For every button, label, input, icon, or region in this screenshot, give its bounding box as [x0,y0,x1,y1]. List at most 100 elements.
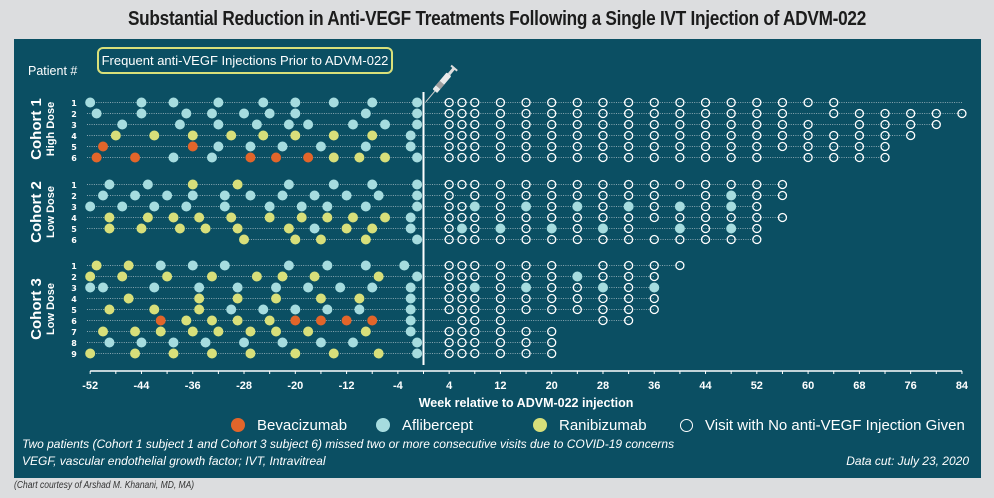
ranibizumab-injection-marker [290,348,301,359]
visit-no-injection-marker [880,108,890,119]
aflibercept-injection-marker [206,108,217,119]
visit-no-injection-marker [572,304,582,315]
visit-no-injection-marker [675,97,685,108]
aflibercept-injection-marker [245,141,256,152]
aflibercept-injection-marker [674,223,685,234]
ranibizumab-injection-marker [200,223,211,234]
patient-number: 5 [71,143,77,152]
visit-no-injection-marker [623,315,634,326]
visit-no-injection-marker [547,212,557,223]
ranibizumab-injection-marker [168,212,179,223]
x-tick-label: -28 [236,380,252,392]
visit-no-injection-marker [495,212,506,223]
aflibercept-injection-marker [412,190,423,201]
visit-no-injection-marker [444,108,454,119]
visit-no-injection-marker [854,141,865,152]
x-tick-label: 12 [494,380,506,392]
visit-no-injection-marker [623,282,634,293]
ranibizumab-injection-marker [104,304,115,315]
visit-no-injection-marker [649,190,659,201]
visit-no-injection-marker [444,234,454,245]
ranibizumab-injection-marker [232,223,243,234]
aflibercept-injection-marker [91,108,102,119]
x-tick-label: -12 [339,380,355,392]
aflibercept-injection-marker [405,141,416,152]
visit-no-injection-marker [777,179,788,190]
visit-no-injection-marker [521,119,531,130]
visit-no-injection-marker [547,152,557,163]
aflibercept-injection-marker [360,260,371,271]
ranibizumab-injection-marker [380,152,391,163]
visit-no-injection-marker [803,97,813,108]
ranibizumab-injection-marker [187,130,198,141]
visit-no-injection-marker [649,141,659,152]
aflibercept-injection-marker [245,190,256,201]
visit-no-injection-marker [700,223,711,234]
visit-no-injection-marker [495,97,506,108]
aflibercept-injection-marker [283,260,294,271]
aflibercept-injection-marker [412,234,423,245]
callout-box [97,47,393,74]
visit-no-injection-marker [906,119,916,130]
covid-footnote: Two patients (Cohort 1 subject 1 and Coh… [22,437,675,451]
ranibizumab-injection-marker [271,326,282,337]
dose-label: Low Dose [45,186,57,238]
aflibercept-injection-marker [412,97,423,108]
visit-no-injection-marker [547,141,557,152]
aflibercept-injection-marker [130,190,141,201]
aflibercept-injection-marker [303,119,314,130]
visit-no-injection-marker [521,234,531,245]
ranibizumab-injection-marker [232,293,243,304]
bevacizumab-swatch-icon [231,418,245,432]
aflibercept-injection-marker [283,179,294,190]
visit-no-injection-marker [803,130,813,141]
visit-no-injection-marker [726,97,736,108]
x-tick-label: -4 [393,380,404,392]
visit-no-injection-marker [470,223,480,234]
visit-no-injection-marker [598,152,608,163]
visit-no-injection-marker [829,108,839,119]
visit-no-injection-marker [547,179,557,190]
visit-no-injection-marker [521,326,531,337]
visit-no-injection-marker [752,130,762,141]
visit-no-injection-marker [521,260,531,271]
ranibizumab-injection-marker [264,212,275,223]
visit-no-injection-marker [457,119,467,130]
visit-no-injection-marker [598,234,608,245]
ranibizumab-injection-marker [309,271,320,282]
visit-no-injection-marker [752,119,762,130]
aflibercept-injection-marker [290,108,301,119]
ranibizumab-injection-marker [328,348,339,359]
visit-no-injection-marker [495,304,506,315]
aflibercept-injection-marker [347,337,358,348]
aflibercept-injection-marker [726,201,737,212]
aflibercept-injection-marker [412,108,423,119]
aflibercept-injection-marker [367,97,378,108]
visit-no-injection-marker [623,97,634,108]
aflibercept-injection-marker [213,141,224,152]
visit-no-injection-marker [495,271,506,282]
visit-no-injection-marker [777,130,788,141]
chart-title: Substantial Reduction in Anti-VEGF Treat… [127,8,867,30]
visit-no-injection-marker [572,212,582,223]
visit-no-injection-marker [470,97,480,108]
cohort-label: Cohort 2 [28,181,45,243]
patient-number: 6 [71,236,77,245]
aflibercept-injection-marker [597,223,608,234]
visit-no-injection-marker [598,304,608,315]
aflibercept-injection-marker [290,97,301,108]
visit-no-injection-marker [829,152,839,163]
callout-text: Frequent anti-VEGF Injections Prior to A… [102,53,389,68]
visit-no-injection-marker [700,108,711,119]
aflibercept-injection-marker [405,282,416,293]
aflibercept-injection-marker [283,119,294,130]
bevacizumab-injection-marker [130,152,141,163]
ranibizumab-injection-marker [155,326,166,337]
aflibercept-injection-marker [303,282,314,293]
ranibizumab-injection-marker [206,348,217,359]
ranibizumab-injection-marker [194,293,205,304]
visit-no-injection-marker [547,293,557,304]
visit-no-injection-marker [547,190,557,201]
visit-no-injection-marker [649,152,659,163]
ranibizumab-injection-marker [360,326,371,337]
